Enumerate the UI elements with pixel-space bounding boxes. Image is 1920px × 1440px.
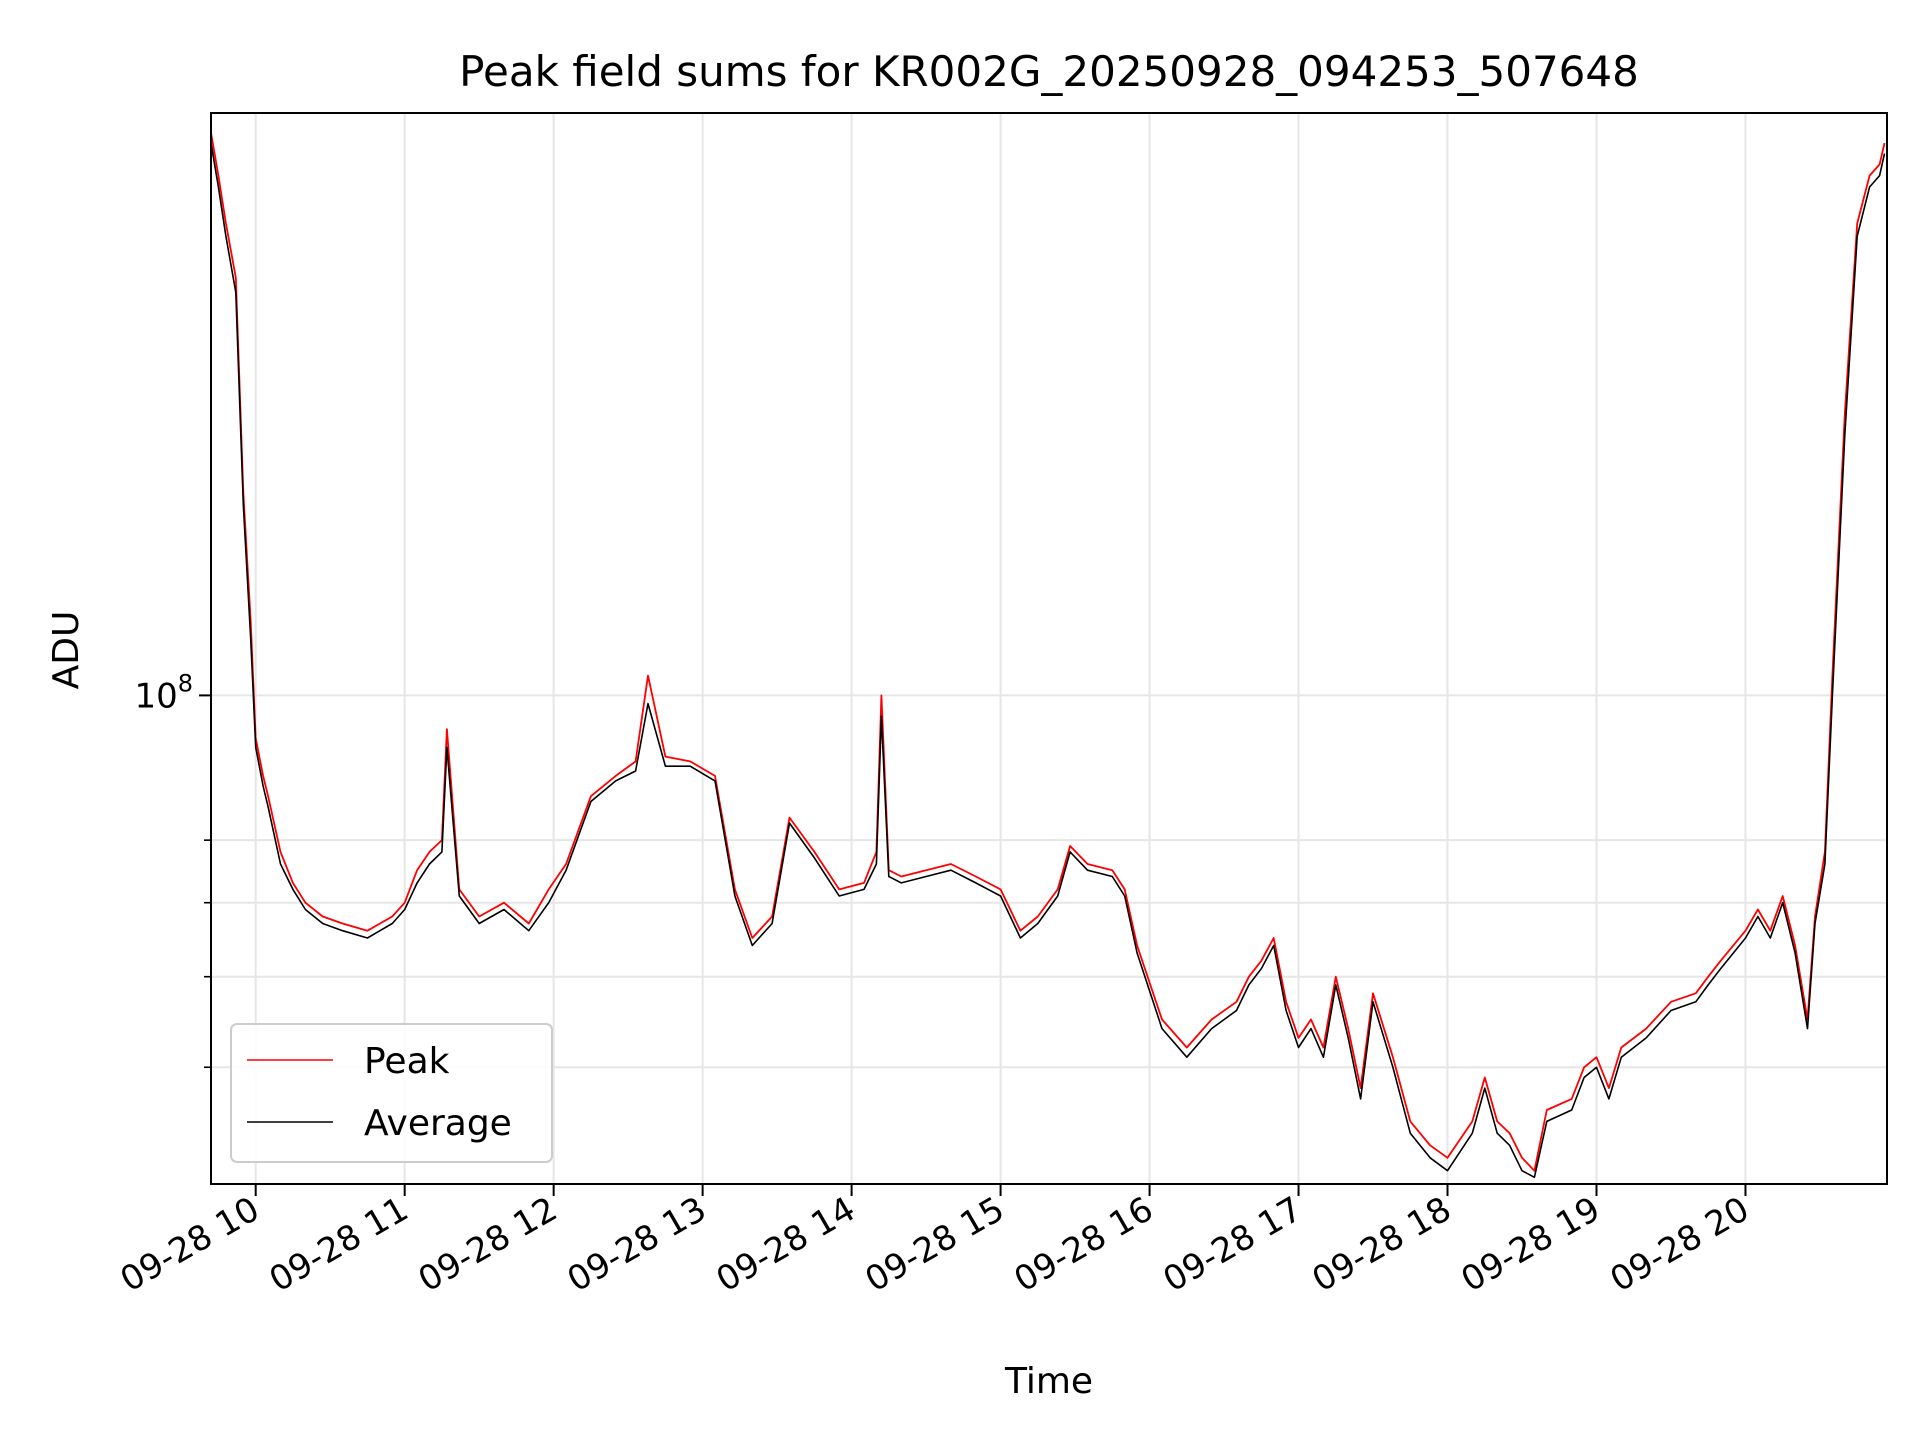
series-lines [211, 132, 1886, 1179]
series-line-average [211, 142, 1886, 1179]
legend-box [230, 1023, 553, 1163]
legend: Peak Average [230, 1023, 553, 1163]
y-axis-label: ADU [46, 611, 87, 690]
legend-label-average: Average [364, 1103, 512, 1144]
chart-title: Peak field sums for KR002G_20250928_0942… [459, 47, 1639, 96]
y-tick-label: 108 [134, 669, 193, 716]
legend-label-peak: Peak [364, 1041, 450, 1082]
x-axis-label: Time [1004, 1361, 1093, 1402]
plot-frame [210, 112, 1888, 1185]
series-line-peak [211, 132, 1886, 1172]
